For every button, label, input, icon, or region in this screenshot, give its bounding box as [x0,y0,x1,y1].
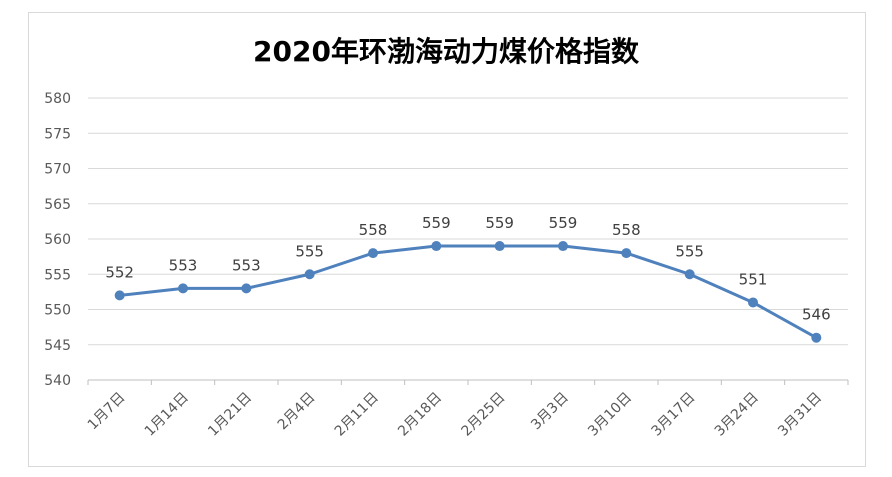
x-tick-label: 3月31日 [775,390,825,440]
x-tick-label: 3月10日 [585,390,635,440]
data-label: 559 [485,214,514,232]
x-axis: 1月7日 1月14日 1月21日 2月4日 2月11日 2月18日 2月25日 3月3日 3月1… [85,380,849,440]
data-label: 559 [422,214,451,232]
data-point [114,290,125,301]
x-tick-label: 1月21日 [205,390,255,440]
x-tick-label: 3月17日 [648,390,698,440]
series [114,241,822,343]
gridlines [88,97,848,381]
y-tick-label: 570 [44,162,71,178]
x-tick-label: 2月11日 [332,390,382,440]
data-point [494,241,505,252]
data-point [304,269,315,280]
data-label: 555 [675,242,704,260]
y-tick-label: 560 [44,232,71,248]
data-point [241,283,252,294]
data-label: 559 [549,214,578,232]
data-label: 546 [802,306,831,324]
data-label: 558 [612,221,641,239]
data-point [748,297,758,308]
y-tick-label: 555 [44,267,71,283]
y-tick-label: 575 [44,126,71,142]
y-axis: 540 545 550 555 560 565 570 575 580 [44,91,71,389]
data-label: 552 [105,263,134,281]
data-point [431,241,442,252]
data-point [368,248,378,259]
data-point [684,269,695,280]
data-label: 553 [169,256,198,274]
data-label: 553 [232,256,261,274]
x-tick-label: 2月25日 [458,390,508,440]
data-point [178,283,188,294]
data-label: 555 [295,242,324,260]
y-tick-label: 565 [44,197,71,213]
data-point [811,332,822,343]
y-tick-label: 580 [44,91,71,107]
chart-title: 2020年环渤海动力煤价格指数 [253,35,639,68]
x-tick-label: 2月18日 [395,390,445,440]
y-tick-label: 540 [44,373,71,389]
data-labels: 552 553 553 555 558 559 559 559 558 555 551 546 [105,214,830,324]
x-tick-label: 3月24日 [712,390,762,440]
data-label: 551 [739,270,768,288]
y-tick-label: 545 [44,338,71,354]
x-tick-label: 3月3日 [528,390,572,434]
y-tick-label: 550 [44,303,71,319]
series-line [119,244,818,340]
x-tick-label: 1月14日 [142,390,192,440]
data-label: 558 [359,221,388,239]
data-point [621,248,632,259]
data-point [558,241,568,252]
x-tick-label: 1月7日 [85,390,129,434]
x-tick-label: 2月4日 [275,390,319,434]
